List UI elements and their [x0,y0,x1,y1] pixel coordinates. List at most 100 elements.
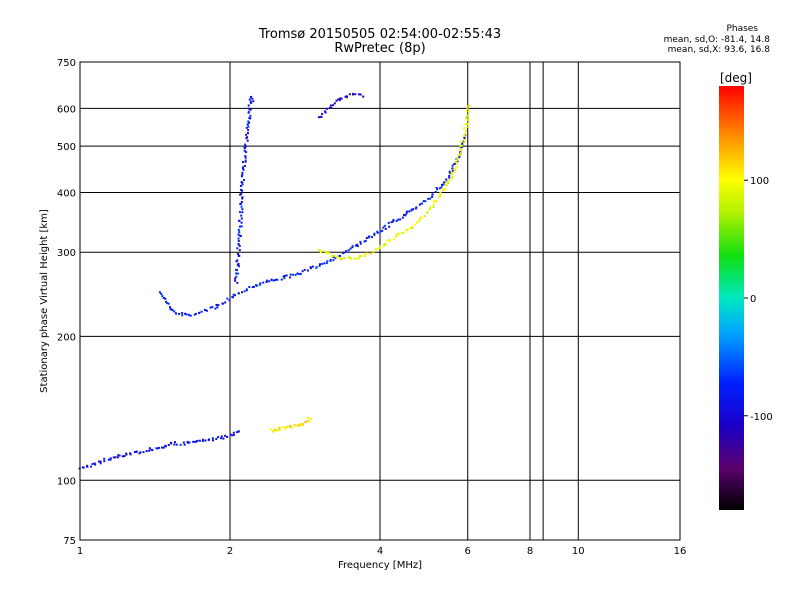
trace-point [148,447,151,450]
trace-point [432,200,435,203]
stats-heading: Phases [726,24,758,34]
trace-point [234,294,236,297]
trace-point [236,281,239,284]
trace-point [259,282,262,285]
trace-point [358,255,361,258]
trace-point [241,183,244,186]
trace-point [200,310,203,313]
trace-point [466,114,469,117]
trace-point [232,293,235,296]
trace-point [438,187,441,190]
trace-point [174,441,176,444]
trace-point [328,252,330,255]
trace-point [332,104,334,107]
trace-point [189,314,192,317]
trace-point [441,187,444,190]
trace-point [103,460,106,463]
trace-point [224,301,227,304]
trace-point [90,465,93,468]
trace-point [451,169,454,172]
trace-point [237,265,240,268]
trace-point [109,458,112,461]
trace-point [166,302,169,304]
trace-point [239,193,242,196]
trace-point [244,160,247,163]
trace-point [247,129,250,132]
trace-point [318,249,321,251]
trace-point [432,203,435,206]
colorbar-ticks: 100 0 -100 [744,176,773,423]
trace-point [240,217,243,220]
trace-point [362,95,365,98]
trace-point [392,220,395,223]
trace-point [385,243,388,246]
plot-frame [79,61,681,541]
chart-title: Tromsø 20150505 02:54:00-02:55:43 [258,27,502,42]
trace-point [396,233,398,236]
trace-point [379,230,382,233]
trace-point [245,126,248,129]
trace-point [173,443,176,446]
trace-point [284,427,287,430]
trace-point [460,149,463,152]
trace-point [245,288,248,291]
trace-point [331,255,334,258]
trace-point [241,166,244,169]
trace-point [239,203,242,205]
trace-point [237,262,240,265]
trace-point [237,239,240,242]
trace-point [93,462,96,465]
trace-point [291,426,294,429]
trace-point [461,142,464,145]
trace-point [281,426,284,428]
trace-point [283,275,286,277]
trace-point [339,254,341,257]
trace-point [237,237,240,240]
trace-point [451,164,454,167]
trace-point [451,176,454,178]
trace-point [162,297,165,299]
trace-point [443,181,446,184]
trace-point [307,269,309,272]
trace-point [161,295,164,298]
trace-point [466,125,469,128]
trace-point [170,441,173,444]
trace-point [151,449,154,452]
trace-point [415,206,418,209]
trace-point [459,147,462,150]
trace-point [365,252,368,255]
trace-point [98,460,100,463]
trace-point [240,193,243,195]
y-tick-label: 100 [57,476,76,487]
trace-point [359,93,362,96]
trace-point [387,221,390,224]
trace-point [238,231,241,234]
trace-point [299,272,302,275]
trace-point [372,250,375,253]
trace-point [431,193,434,196]
trace-point [326,260,329,263]
trace-point [384,227,387,230]
trace-point [309,417,312,420]
trace-point [221,302,224,305]
x-tick-label: 1 [77,546,83,557]
trace-point [463,127,466,130]
grid-lines [80,62,680,540]
trace-point [458,153,461,156]
trace-point [408,210,411,213]
trace-point [103,457,106,460]
trace-point [393,238,396,241]
trace-point [333,254,335,257]
trace-point [297,423,300,426]
trace-point [216,306,219,309]
trace-point [241,171,244,174]
trace-point [465,117,468,120]
trace-point [360,255,363,258]
trace-point [373,233,376,236]
trace-point [459,152,462,155]
trace-point [359,240,362,243]
y-tick-label: 300 [57,248,76,259]
trace-point [348,93,351,96]
trace-point [358,93,361,96]
trace-point [241,197,244,200]
